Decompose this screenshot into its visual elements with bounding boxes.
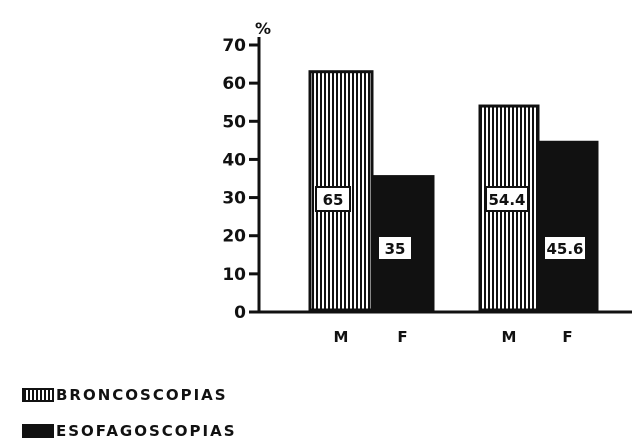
legend-label-esofagoscopias: ESOFAGOSCOPIAS xyxy=(56,422,237,440)
bar-esofagoscopias xyxy=(536,140,599,312)
x-category-label: F xyxy=(397,328,407,346)
y-tick-label: 50 xyxy=(222,112,246,132)
y-tick-label: 40 xyxy=(222,150,246,170)
legend-label-broncoscopias: BRONCOSCOPIAS xyxy=(56,386,228,404)
x-category-label: F xyxy=(562,328,572,346)
x-category-label: M xyxy=(502,328,517,346)
data-label: 65 xyxy=(323,191,344,209)
legend-swatch-solid xyxy=(22,424,54,438)
legend-item-broncoscopias: BRONCOSCOPIAS xyxy=(22,386,228,404)
data-label: 35 xyxy=(385,240,406,258)
y-tick-label: 0 xyxy=(234,303,246,323)
y-tick-label: 20 xyxy=(222,227,246,247)
legend-swatch-hatched xyxy=(22,388,54,402)
y-tick-label: 30 xyxy=(222,189,246,209)
data-label-box xyxy=(485,186,529,212)
data-label: 45.6 xyxy=(546,240,583,258)
y-tick-label: 60 xyxy=(222,74,246,94)
data-label: 54.4 xyxy=(488,191,525,209)
x-category-label: M xyxy=(334,328,349,346)
y-tick-label: 70 xyxy=(222,36,246,56)
data-label-box xyxy=(315,186,351,212)
y-axis-label: % xyxy=(255,19,271,38)
data-label-box xyxy=(543,235,587,261)
legend-item-esofagoscopias: ESOFAGOSCOPIAS xyxy=(22,422,237,440)
data-label-box xyxy=(377,235,413,261)
y-tick-label: 10 xyxy=(222,265,246,285)
